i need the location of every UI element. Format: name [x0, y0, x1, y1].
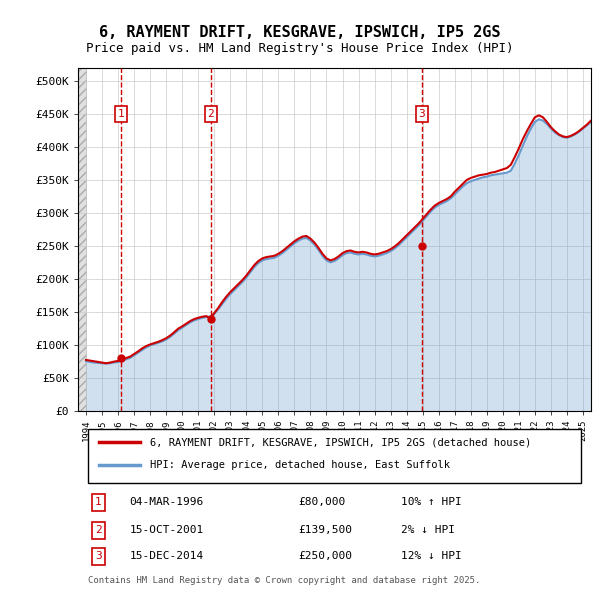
Text: 1: 1: [118, 109, 124, 119]
Text: Contains HM Land Registry data © Crown copyright and database right 2025.: Contains HM Land Registry data © Crown c…: [88, 576, 481, 585]
Text: 6, RAYMENT DRIFT, KESGRAVE, IPSWICH, IP5 2GS: 6, RAYMENT DRIFT, KESGRAVE, IPSWICH, IP5…: [99, 25, 501, 40]
Text: £80,000: £80,000: [299, 497, 346, 507]
Text: HPI: Average price, detached house, East Suffolk: HPI: Average price, detached house, East…: [150, 460, 450, 470]
Text: 3: 3: [419, 109, 425, 119]
Text: 15-OCT-2001: 15-OCT-2001: [130, 525, 203, 535]
Text: £250,000: £250,000: [299, 551, 353, 561]
FancyBboxPatch shape: [88, 429, 581, 483]
Text: 04-MAR-1996: 04-MAR-1996: [130, 497, 203, 507]
Text: Price paid vs. HM Land Registry's House Price Index (HPI): Price paid vs. HM Land Registry's House …: [86, 42, 514, 55]
Text: 3: 3: [95, 551, 102, 561]
Text: 6, RAYMENT DRIFT, KESGRAVE, IPSWICH, IP5 2GS (detached house): 6, RAYMENT DRIFT, KESGRAVE, IPSWICH, IP5…: [150, 437, 531, 447]
Text: 2: 2: [95, 525, 102, 535]
Text: 2: 2: [208, 109, 214, 119]
Text: 12% ↓ HPI: 12% ↓ HPI: [401, 551, 462, 561]
Text: 2% ↓ HPI: 2% ↓ HPI: [401, 525, 455, 535]
Text: 10% ↑ HPI: 10% ↑ HPI: [401, 497, 462, 507]
Text: £139,500: £139,500: [299, 525, 353, 535]
Text: 1: 1: [95, 497, 102, 507]
Text: 15-DEC-2014: 15-DEC-2014: [130, 551, 203, 561]
